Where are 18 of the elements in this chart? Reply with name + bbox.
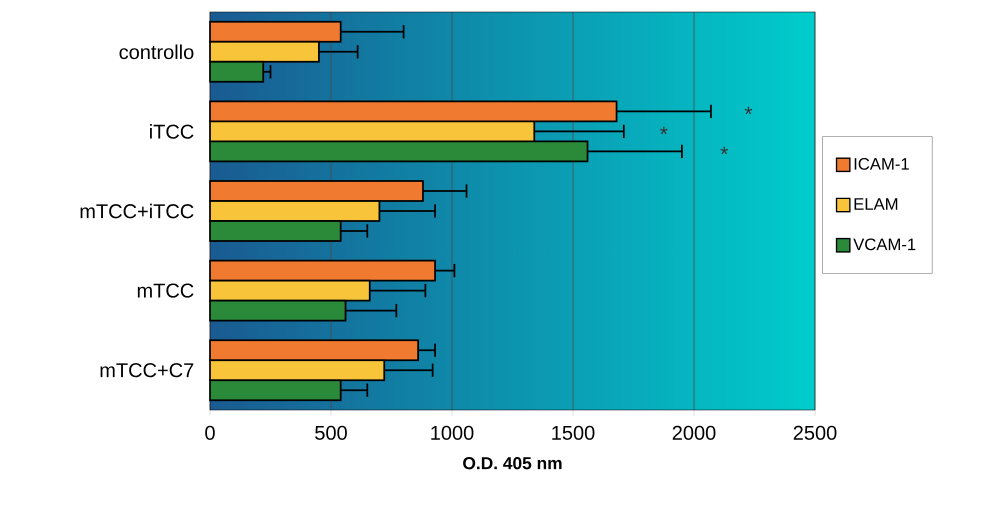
x-tick-label: 0 xyxy=(205,426,215,440)
annotation: * xyxy=(744,106,752,114)
legend-label: VCAM-1 xyxy=(853,238,916,250)
legend-label: ICAM-1 xyxy=(854,158,909,170)
legend-label: ELAM xyxy=(854,198,898,210)
annotation: * xyxy=(720,146,728,154)
x-tick-label: 2000 xyxy=(672,426,716,440)
y-tick-label: mTCC xyxy=(138,284,194,298)
x-tick-label: 1500 xyxy=(552,426,594,440)
x-tick-label: 500 xyxy=(315,426,347,440)
x-axis-title: O.D. 405 nm xyxy=(463,457,562,470)
x-tick-label: 1000 xyxy=(431,426,474,440)
y-tick-label: controllo xyxy=(120,44,194,60)
x-tick-label: 2500 xyxy=(794,426,836,440)
annotation: * xyxy=(660,126,668,134)
y-tick-label: mTCC+C7 xyxy=(100,363,194,378)
y-tick-label: iTCC xyxy=(150,124,194,139)
y-tick-label: mTCC+iTCC xyxy=(80,204,194,218)
